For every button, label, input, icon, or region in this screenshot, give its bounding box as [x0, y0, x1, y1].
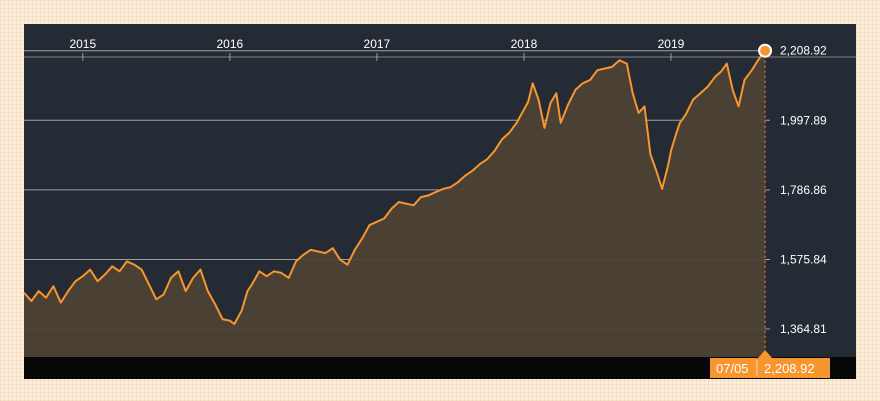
series-line — [23, 50, 766, 325]
badge-pointer — [758, 350, 773, 358]
x-tick-label: 2018 — [511, 37, 538, 51]
y-tick-label: 2,208.92 — [780, 44, 827, 58]
last-point-date: 07/05 — [716, 361, 749, 376]
last-point-value: 2,208.92 — [764, 361, 815, 376]
x-tick-label: 2015 — [69, 37, 96, 51]
x-tick-label: 2016 — [216, 37, 243, 51]
last-point-badge: 07/05 2,208.92 — [710, 350, 830, 378]
series-area — [24, 50, 766, 357]
x-axis-ticks: 2015 2016 2017 2018 2019 — [69, 37, 685, 61]
footer-bar — [24, 357, 856, 379]
y-tick-label: 1,364.81 — [780, 322, 827, 336]
x-tick-label: 2017 — [364, 37, 391, 51]
last-point-marker[interactable] — [758, 43, 773, 58]
y-tick-label: 1,575.84 — [780, 252, 827, 266]
x-tick-label: 2019 — [658, 37, 685, 51]
y-tick-label: 1,997.89 — [780, 113, 827, 127]
y-tick-label: 1,786.86 — [780, 183, 827, 197]
badge-box — [710, 358, 830, 378]
